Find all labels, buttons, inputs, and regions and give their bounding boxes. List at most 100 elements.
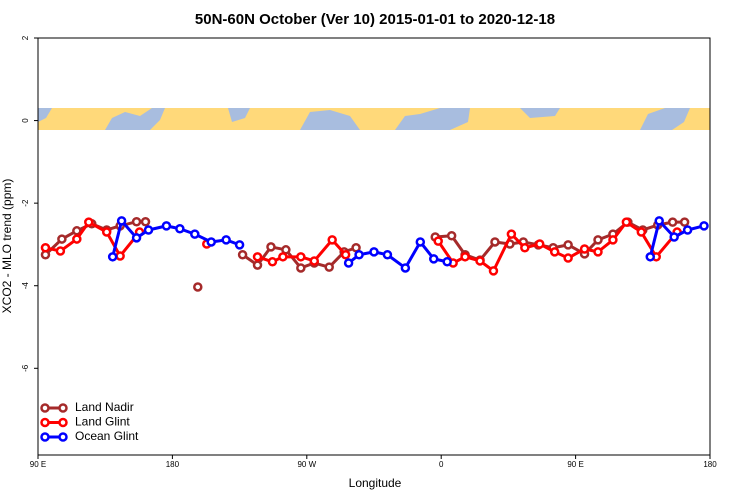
data-point	[490, 237, 500, 247]
chart-title: 50N-60N October (Ver 10) 2015-01-01 to 2…	[195, 11, 555, 28]
y-tick-label: -4	[21, 282, 30, 290]
data-point	[460, 252, 470, 262]
data-point	[636, 227, 647, 237]
data-point	[446, 231, 457, 241]
data-point	[221, 235, 231, 245]
data-point	[506, 229, 517, 239]
data-point	[563, 240, 573, 250]
data-point	[549, 247, 560, 257]
data-point	[654, 216, 664, 226]
data-point	[593, 247, 603, 257]
x-tick-label: 0	[439, 460, 444, 469]
data-point	[593, 235, 603, 245]
map-ocean	[300, 110, 360, 130]
data-point	[369, 247, 379, 257]
data-point	[343, 258, 354, 268]
data-point	[131, 216, 142, 227]
data-point	[340, 250, 351, 260]
data-point	[40, 242, 51, 253]
data-point	[72, 234, 82, 244]
data-point	[296, 263, 306, 273]
map-strip	[38, 108, 710, 130]
x-tick-label: 90 W	[297, 460, 316, 469]
data-point	[645, 252, 656, 262]
y-tick-label: 0	[21, 118, 30, 123]
data-point	[679, 217, 690, 227]
legend-label: Ocean Glint	[75, 429, 139, 443]
data-point	[621, 217, 632, 227]
plot-border	[37, 37, 711, 456]
data-point	[296, 252, 306, 262]
y-tick-label: -2	[21, 199, 30, 207]
data-point	[327, 235, 337, 245]
data-point	[140, 216, 151, 227]
data-point	[190, 229, 200, 239]
series	[107, 216, 709, 273]
data-point	[175, 223, 185, 234]
legend-marker	[58, 403, 68, 413]
map-ocean	[520, 108, 560, 118]
data-point	[699, 221, 709, 231]
legend-marker	[58, 432, 68, 442]
map-ocean	[640, 108, 690, 130]
y-tick-label: -6	[21, 364, 30, 372]
x-tick-label: 180	[166, 460, 180, 469]
data-point	[535, 239, 545, 249]
y-tick-label: 2	[21, 35, 30, 40]
data-point	[131, 233, 142, 243]
data-point	[520, 242, 530, 253]
data-point	[579, 244, 590, 254]
data-point	[309, 256, 320, 266]
data-point	[488, 266, 499, 276]
data-point	[324, 262, 334, 272]
data-point	[433, 236, 443, 246]
data-point	[442, 257, 452, 267]
data-point	[116, 216, 127, 226]
data-point	[669, 232, 679, 242]
map-ocean	[395, 108, 470, 130]
data-point	[400, 263, 411, 273]
data-point	[415, 237, 426, 247]
y-axis-label: XCO2 - MLO trend (ppm)	[0, 179, 14, 314]
data-point	[563, 253, 573, 263]
data-point	[428, 254, 439, 264]
data-point	[101, 227, 112, 237]
data-point	[252, 252, 263, 262]
data-point	[667, 217, 678, 227]
x-tick-label: 180	[703, 460, 717, 469]
data-point	[267, 257, 278, 267]
data-point	[115, 251, 125, 261]
data-point	[84, 217, 94, 227]
data-point	[475, 256, 485, 266]
map-ocean	[38, 108, 52, 122]
legend-marker	[40, 403, 50, 413]
legend-label: Land Nadir	[75, 400, 134, 414]
data-point	[278, 252, 288, 262]
map-ocean	[105, 108, 165, 130]
data-point	[252, 260, 263, 270]
x-tick-label: 90 E	[30, 460, 46, 469]
x-axis-label: Longitude	[349, 476, 402, 490]
legend-marker	[40, 432, 50, 442]
data-point	[682, 225, 693, 235]
data-point	[161, 221, 172, 231]
data-point	[382, 250, 393, 260]
data-point	[234, 240, 245, 250]
legend-marker	[40, 417, 50, 428]
map-ocean	[228, 108, 250, 122]
data-point	[354, 250, 364, 260]
data-point	[193, 282, 203, 292]
data-point	[57, 234, 67, 244]
data-point	[55, 246, 66, 256]
data-point	[143, 225, 154, 235]
x-tick-label: 90 E	[567, 460, 583, 469]
data-point	[237, 250, 248, 260]
data-point	[107, 252, 118, 262]
legend-label: Land Glint	[75, 415, 130, 429]
series	[40, 217, 682, 276]
data-point	[72, 226, 82, 236]
legend-marker	[58, 417, 68, 428]
data-point	[206, 237, 216, 247]
data-point	[266, 242, 276, 252]
